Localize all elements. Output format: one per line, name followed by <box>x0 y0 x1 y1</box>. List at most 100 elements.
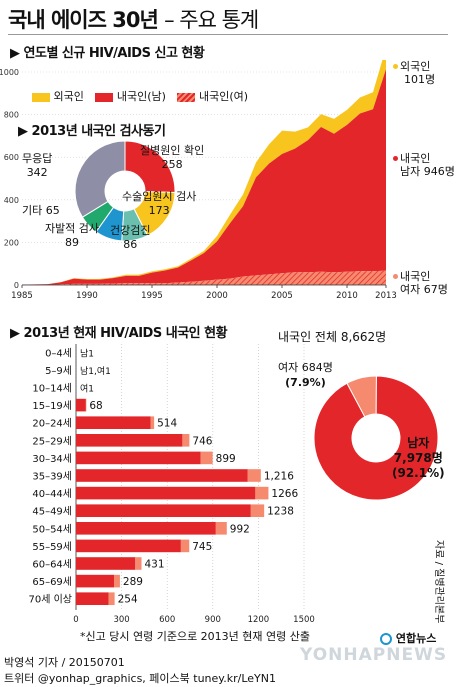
bar-category-label: 45–49세 <box>32 506 72 518</box>
bar-male <box>76 504 251 517</box>
bar-value-label: 514 <box>157 418 177 430</box>
gender-label-female: 여자 684명 (7.9%) <box>278 361 333 389</box>
bar-value-label: 992 <box>230 523 250 535</box>
motive-slice-0 <box>124 140 176 193</box>
legend-female-label: 내국인(여) <box>198 90 249 103</box>
end-label-foreign-value: 101명 <box>404 73 436 86</box>
credit-sns: 트위터 @yonhap_graphics, 페이스북 tuney.kr/LeYN… <box>4 672 276 685</box>
bar-category-label: 10–14세 <box>32 383 72 395</box>
end-label-male: 내국인 남자 946명 <box>400 152 455 178</box>
end-label-male-title: 내국인 <box>400 152 431 165</box>
legend-foreign-swatch <box>32 92 50 102</box>
bar-female <box>114 574 120 588</box>
footnote: *신고 당시 연령 기준으로 2013년 현재 연령 산출 <box>80 630 311 643</box>
bar-x-tick-label: 600 <box>159 615 175 625</box>
bar-category-label: 30–34세 <box>32 453 72 465</box>
gender-label-male: 남자 7,978명 (92.1%) <box>392 436 445 480</box>
bar-male <box>76 574 114 588</box>
gender-donut <box>313 375 439 501</box>
motive-label-2: 건강검진 86 <box>110 224 151 251</box>
x-tick-label: 2005 <box>271 291 293 301</box>
logo-icon <box>380 633 392 645</box>
bar-female <box>255 486 269 500</box>
bar-value-label: 746 <box>192 435 212 447</box>
x-tick-label: 1995 <box>141 291 163 301</box>
legend-female-swatch <box>177 92 196 102</box>
bar-category-label: 25–29세 <box>32 435 72 447</box>
bar-value-label: 745 <box>192 541 212 553</box>
bar-category-label: 60–64세 <box>32 559 72 571</box>
section2-title: ▶ 2013년 현재 HIV/AIDS 내국인 현황 <box>10 326 228 341</box>
end-label-foreign-title: 외국인 <box>400 60 431 73</box>
area-chart: 0 200 400 600 800 1000 1985 1990 1995 2000 2005 201… <box>0 60 397 301</box>
motive-title: ▶ 2013년 내국인 검사동기 <box>18 124 166 139</box>
bar-x-tick-label: 0 <box>73 615 78 625</box>
bar-male <box>76 469 248 482</box>
end-label-female: 내국인 여자 67명 <box>400 270 448 296</box>
bar-male <box>76 434 183 447</box>
bar-value-label: 여1 <box>80 383 94 395</box>
bar-female <box>135 557 142 570</box>
motive-slice-5 <box>74 140 126 218</box>
bar-rows: 0–4세 남1 5–9세 남1,여1 10–14세 여1 15–19세 68 20–24세 514… <box>28 347 298 605</box>
bar-male <box>76 451 201 465</box>
bar-category-label: 35–39세 <box>32 471 72 483</box>
bar-female <box>180 539 190 553</box>
end-label-female-title: 내국인 <box>400 270 431 283</box>
area-legend: 외국인 내국인(남) 내국인(여) <box>32 88 248 104</box>
area-female <box>22 270 386 285</box>
gender-slice-1 <box>313 375 439 501</box>
source: 자료 / 질병관리본부 <box>433 540 444 624</box>
bar-category-label: 55–59세 <box>32 541 72 553</box>
end-label-male-value: 남자 946명 <box>400 165 455 178</box>
bar-female <box>247 469 261 482</box>
bar-male <box>76 592 109 605</box>
bar-category-label: 40–44세 <box>32 488 72 500</box>
bar-value-label: 254 <box>118 594 138 606</box>
legend-male-swatch <box>95 92 114 102</box>
y-tick-label: 400 <box>4 196 19 205</box>
bar-value-label: 남1,여1 <box>80 365 111 377</box>
bar-category-label: 15–19세 <box>32 400 72 412</box>
title-sub: – 주요 통계 <box>164 8 259 32</box>
bar-female <box>215 522 227 535</box>
legend-male-label: 내국인(남) <box>116 90 166 103</box>
y-tick-label: 200 <box>4 238 19 247</box>
area-male <box>22 69 386 285</box>
bar-value-label: 431 <box>145 559 165 571</box>
motive-donut <box>74 140 176 242</box>
bar-value-label: 68 <box>89 400 102 412</box>
y-tick-label: 600 <box>4 153 19 162</box>
bar-x-tick-label: 1200 <box>248 615 270 625</box>
area-axis: 0 200 400 600 800 1000 1985 1990 1995 2000 2005 201… <box>0 68 397 301</box>
bar-category-label: 65–69세 <box>32 576 72 588</box>
bar-value-label: 1266 <box>271 488 298 500</box>
bar-category-label: 5–9세 <box>45 365 72 377</box>
bar-female <box>150 416 155 429</box>
bar-category-label: 0–4세 <box>45 347 72 359</box>
end-dot-male <box>393 156 398 161</box>
bar-male <box>76 416 151 429</box>
x-tick-label: 1990 <box>76 291 98 301</box>
bar-male <box>76 398 86 412</box>
bar-female <box>108 592 115 605</box>
motive-label-5: 무응답 342 <box>22 152 53 179</box>
x-tick-label: 1985 <box>11 291 33 301</box>
area-series <box>22 60 386 285</box>
bar-value-label: 1,216 <box>264 471 294 483</box>
title-underline <box>8 34 448 35</box>
y-tick-label: 0 <box>14 281 19 290</box>
bar-value-label: 1238 <box>267 506 294 518</box>
end-dot-foreign <box>393 64 398 69</box>
bar-value-label: 289 <box>123 576 143 588</box>
bar-male <box>76 486 256 500</box>
motive-label-1: 수술입원시 검사 173 <box>122 190 197 217</box>
bar-male <box>76 539 181 553</box>
bar-value-label: 899 <box>216 453 236 465</box>
bar-male <box>76 557 136 570</box>
x-tick-label: 2010 <box>336 291 358 301</box>
bar-value-label: 남1 <box>80 348 94 359</box>
legend-foreign-label: 외국인 <box>53 90 84 103</box>
end-dot-female <box>393 274 398 279</box>
gender-title: 내국인 전체 8,662명 <box>278 330 387 344</box>
